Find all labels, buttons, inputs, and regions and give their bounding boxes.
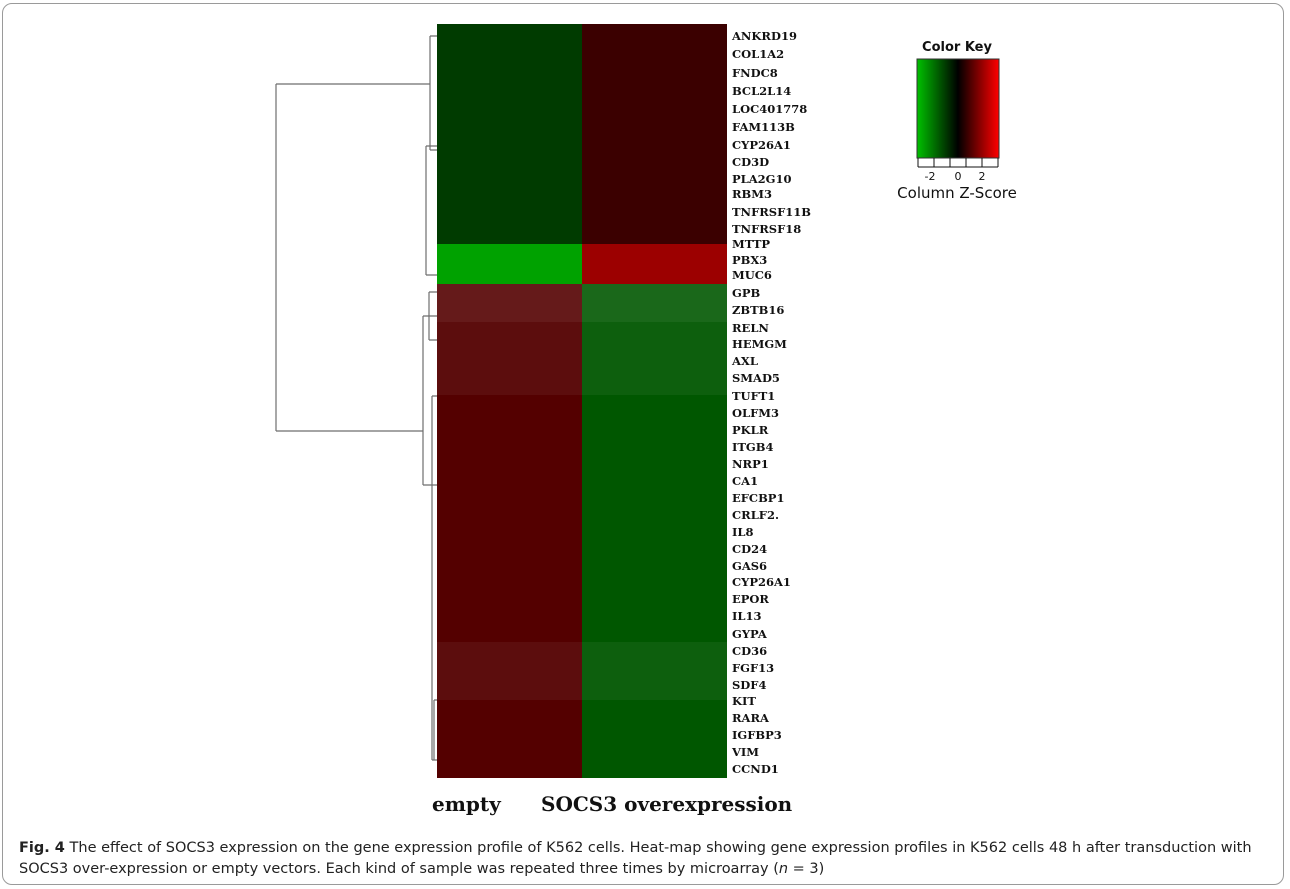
row-label: LOC401778 (732, 102, 807, 116)
row-label: PLA2G10 (732, 172, 791, 186)
color-key-axis-label: Column Z-Score (897, 184, 1017, 202)
dendrogram-branch-7 (433, 699, 437, 760)
figure-number: Fig. 4 (19, 840, 65, 856)
row-label: CD3D (732, 155, 769, 169)
heatmap-cell-bottom-col1 (437, 284, 582, 778)
row-label: PKLR (732, 423, 769, 437)
heatmap-cell-top-col2 (582, 24, 727, 244)
caption-text: The effect of SOCS3 expression on the ge… (19, 840, 1252, 877)
dendrogram-branch-2 (429, 35, 437, 151)
heatmap-figure: ANKRD19 COL1A2 FNDC8 BCL2L14 LOC401778 FAM113… (275, 24, 1017, 816)
color-key-tick-label: 2 (979, 170, 986, 183)
row-label: RBM3 (732, 187, 772, 201)
dendrogram-branch-4 (422, 315, 437, 486)
row-label: CCND1 (732, 762, 779, 776)
row-label: TNFRSF11B (732, 205, 811, 219)
row-label: CRLF2. (732, 508, 779, 522)
row-label: GPB (732, 286, 760, 300)
column-labels: empty SOCS3 overexpression (432, 792, 793, 816)
row-label: IL13 (732, 609, 761, 623)
row-label: CD24 (732, 542, 767, 556)
row-dendrogram (275, 35, 437, 761)
row-label: CA1 (732, 474, 758, 488)
row-label: IGFBP3 (732, 728, 782, 742)
row-label: ITGB4 (732, 440, 773, 454)
dendrogram-branch-3 (425, 145, 437, 276)
heatmap-cell-middle-col1 (437, 244, 582, 284)
color-key-title: Color Key (922, 40, 992, 55)
row-label: CYP26A1 (732, 138, 791, 152)
color-key-tick-label: -2 (925, 170, 936, 183)
row-label: OLFM3 (732, 406, 779, 420)
row-label: BCL2L14 (732, 84, 791, 98)
row-label: HEMGM (732, 337, 787, 351)
row-label: TNFRSF18 (732, 222, 801, 236)
heatmap-band-shade-2 (437, 322, 727, 395)
heatmap-cells (437, 24, 727, 778)
color-key-tick-label: 0 (955, 170, 962, 183)
row-label: IL8 (732, 525, 753, 539)
row-label: FGF13 (732, 661, 774, 675)
row-label: RELN (732, 321, 769, 335)
row-label: TUFT1 (732, 389, 775, 403)
heatmap-cell-top-col1 (437, 24, 582, 244)
n-symbol: n (778, 861, 789, 877)
heatmap-band-shade-3 (437, 642, 727, 700)
row-label: KIT (732, 694, 756, 708)
row-label: EPOR (732, 592, 769, 606)
row-label: SDF4 (732, 678, 766, 692)
row-label: CD36 (732, 644, 767, 658)
color-key-bar (916, 58, 1000, 159)
row-label: NRP1 (732, 457, 769, 471)
row-label: VIM (731, 745, 759, 759)
row-label: FAM113B (732, 120, 795, 134)
heatmap-band-shade-1 (437, 284, 727, 322)
dendrogram-branch-1 (275, 83, 430, 432)
row-label: EFCBP1 (732, 491, 784, 505)
caption-text-end: = 3) (788, 861, 825, 877)
column-label: SOCS3 overexpression (541, 792, 793, 816)
figure-caption: Fig. 4 The effect of SOCS3 expression on… (19, 838, 1274, 880)
row-label: ANKRD19 (731, 29, 797, 43)
row-label: PBX3 (732, 253, 767, 267)
row-label: MTTP (732, 237, 770, 251)
row-label: COL1A2 (732, 47, 784, 61)
row-label: SMAD5 (732, 371, 780, 385)
row-labels: ANKRD19 COL1A2 FNDC8 BCL2L14 LOC401778 FAM113… (731, 29, 811, 776)
row-label: FNDC8 (732, 66, 778, 80)
heatmap-cell-bottom-col2 (582, 284, 727, 778)
column-label: empty (432, 792, 502, 816)
row-label: CYP26A1 (732, 575, 791, 589)
row-label: AXL (731, 354, 758, 368)
row-label: RARA (732, 711, 770, 725)
heatmap-cell-middle-col2 (582, 244, 727, 284)
row-label: GAS6 (732, 559, 767, 573)
row-label: ZBTB16 (732, 303, 784, 317)
row-label: MUC6 (732, 268, 772, 282)
row-label: GYPA (732, 627, 768, 641)
dendrogram-branch-5 (428, 291, 437, 341)
